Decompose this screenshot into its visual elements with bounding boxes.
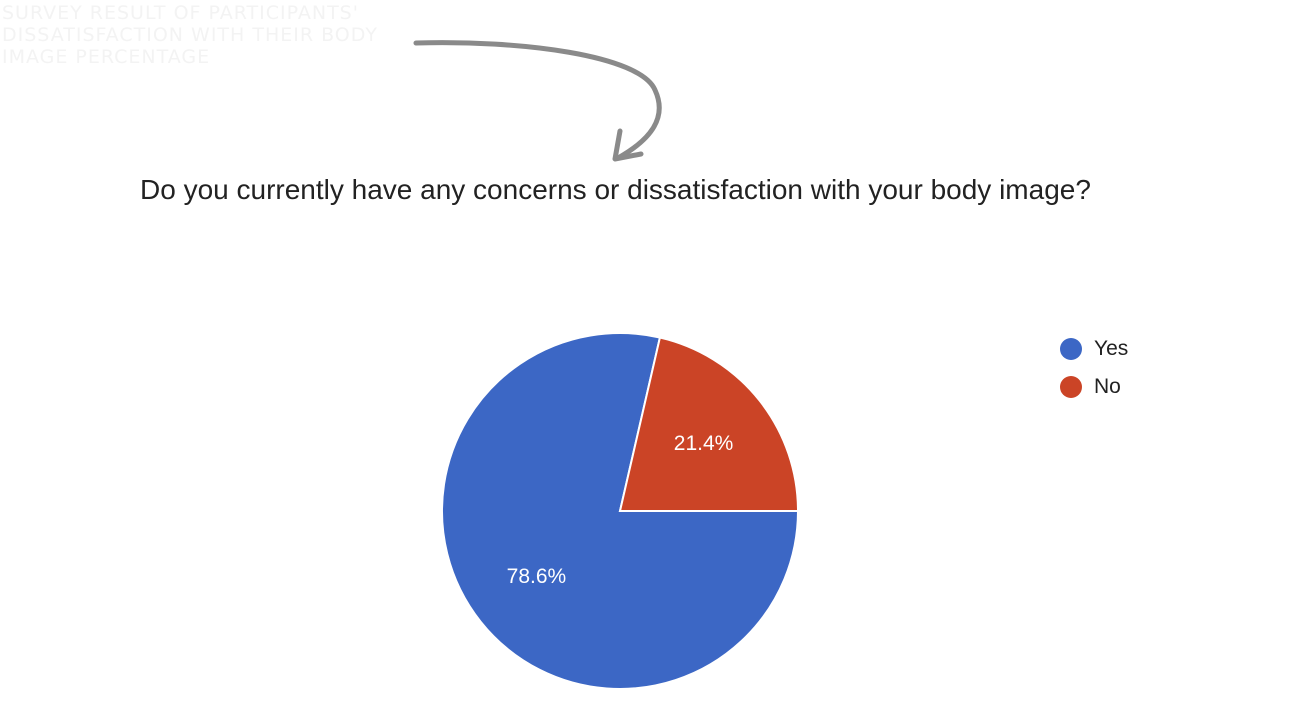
faint-caption: SURVEY RESULT OF PARTICIPANTS' DISSATISF…	[2, 2, 422, 68]
caption-line-1: SURVEY RESULT OF PARTICIPANTS'	[2, 2, 359, 24]
legend-item-no[interactable]: No	[1060, 368, 1128, 406]
chart-legend: Yes No	[1060, 330, 1128, 406]
chart-title: Do you currently have any concerns or di…	[140, 174, 1091, 205]
caption-line-2: DISSATISFACTION WITH THEIR BODY	[2, 24, 378, 46]
legend-item-yes[interactable]: Yes	[1060, 330, 1128, 368]
caption-line-3: IMAGE PERCENTAGE	[2, 46, 211, 68]
legend-swatch-no	[1060, 376, 1082, 398]
pie-slice-no[interactable]	[618, 336, 800, 512]
pie-slices	[441, 332, 800, 690]
legend-label-yes: Yes	[1094, 337, 1129, 360]
pie-labels: 78.6% 21.4%	[507, 432, 734, 588]
pie-label-no: 21.4%	[674, 432, 734, 455]
legend-swatch-yes	[1060, 338, 1082, 360]
pie-label-yes: 78.6%	[507, 565, 567, 588]
legend-label-no: No	[1094, 375, 1121, 398]
